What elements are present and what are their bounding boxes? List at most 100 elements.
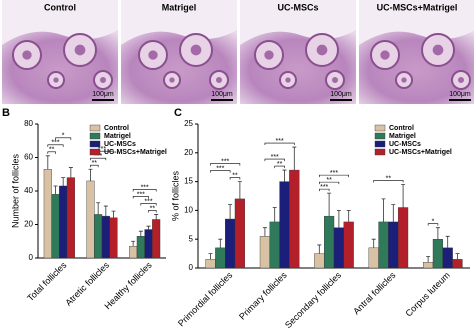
oocyte	[100, 77, 106, 83]
error-bar	[336, 210, 341, 228]
oocyte	[74, 44, 86, 56]
significance-bracket	[319, 188, 330, 192]
bar	[397, 207, 409, 269]
error-bar	[292, 146, 297, 171]
oocyte	[169, 77, 175, 83]
bar	[324, 215, 335, 269]
error-bar	[228, 204, 233, 220]
error-bar	[88, 168, 93, 181]
bar	[388, 221, 399, 269]
error-bar	[61, 177, 66, 186]
x-tick-label: Secondary follicles	[283, 270, 343, 328]
y-axis-label: % of follicles	[170, 170, 180, 221]
x-tick-label: Primordial follicles	[176, 270, 235, 328]
significance-bracket	[90, 164, 99, 168]
error-bar	[68, 167, 73, 178]
significance-label: ***	[216, 165, 224, 172]
bar	[289, 169, 300, 269]
significance-bracket	[373, 180, 404, 183]
error-bar	[282, 169, 287, 182]
bar	[66, 177, 75, 259]
x-tick-label: Total follicles	[25, 260, 69, 304]
y-tick-label: 5	[189, 234, 194, 243]
scale-label: 100μm	[92, 91, 114, 98]
significance-label: ***	[276, 138, 284, 145]
significance-label: **	[277, 161, 283, 168]
significance-label: *	[432, 219, 435, 226]
bar	[136, 236, 145, 259]
significance-label: ***	[94, 153, 102, 160]
legend-label: Control	[389, 125, 414, 132]
error-bar	[146, 225, 151, 230]
panel-letter: B	[2, 107, 10, 119]
bar	[101, 215, 110, 259]
bar	[452, 259, 463, 269]
image-label: Matrigel	[162, 2, 197, 12]
error-bar	[154, 214, 159, 220]
bar	[129, 246, 138, 259]
significance-bracket	[90, 157, 107, 161]
legend-swatch	[89, 124, 101, 132]
significance-bracket	[132, 189, 157, 192]
error-bar	[96, 202, 101, 215]
bar	[109, 217, 118, 259]
oocyte	[316, 44, 328, 56]
significance-label: *	[62, 133, 65, 140]
error-bar	[346, 210, 351, 222]
oocyte	[401, 77, 407, 83]
significance-bracket	[427, 223, 439, 226]
legend-swatch	[89, 132, 101, 140]
legend-swatch	[89, 140, 101, 148]
oocyte	[332, 77, 338, 83]
significance-label: ***	[144, 198, 152, 205]
bar	[86, 180, 95, 259]
image-label: Control	[44, 2, 76, 12]
legend-label: UC-MSCs+Matrigel	[389, 149, 452, 156]
error-bar	[371, 238, 376, 248]
legend-swatch	[374, 140, 386, 148]
error-bar	[426, 256, 431, 263]
bar	[279, 181, 290, 269]
error-bar	[317, 244, 322, 254]
legend-swatch	[374, 132, 386, 140]
significance-bracket	[264, 158, 285, 162]
error-bar	[391, 204, 396, 222]
significance-bracket	[274, 165, 285, 169]
significance-bracket	[148, 210, 157, 213]
y-tick-label: 20	[184, 148, 193, 157]
legend-label: Matrigel	[389, 133, 416, 140]
significance-label: ***	[221, 158, 229, 165]
error-bar	[401, 184, 406, 208]
scale-label: 100μm	[330, 91, 352, 98]
legend-swatch	[374, 124, 386, 132]
bar	[259, 236, 271, 269]
legend-label: UC-MSCs+Matrigel	[104, 149, 167, 156]
bar	[234, 198, 245, 269]
significance-label: ***	[141, 184, 149, 191]
bar	[152, 219, 161, 259]
oocyte	[22, 50, 32, 60]
y-tick-label: 40	[24, 186, 33, 195]
y-tick-label: 20	[24, 220, 33, 229]
bar	[378, 221, 389, 269]
significance-bracket	[132, 196, 149, 199]
significance-bracket	[47, 144, 64, 147]
significance-bracket	[210, 163, 241, 166]
error-bar	[53, 185, 58, 195]
x-tick-label: Corpus luteum	[403, 270, 451, 318]
significance-bracket	[319, 181, 340, 185]
oocyte	[53, 77, 59, 83]
bar	[205, 259, 216, 269]
significance-label: ***	[330, 170, 338, 177]
legend-label: UC-MSCs	[104, 141, 136, 148]
bar	[343, 221, 354, 269]
bar	[333, 227, 344, 269]
legend-label: Matrigel	[104, 133, 131, 140]
significance-label: ***	[98, 146, 106, 153]
scale-label: 100μm	[449, 91, 471, 98]
significance-label: ***	[320, 184, 328, 191]
bar	[51, 194, 60, 259]
significance-bracket	[55, 137, 72, 140]
error-bar	[138, 230, 143, 237]
significance-label: **	[326, 177, 332, 184]
